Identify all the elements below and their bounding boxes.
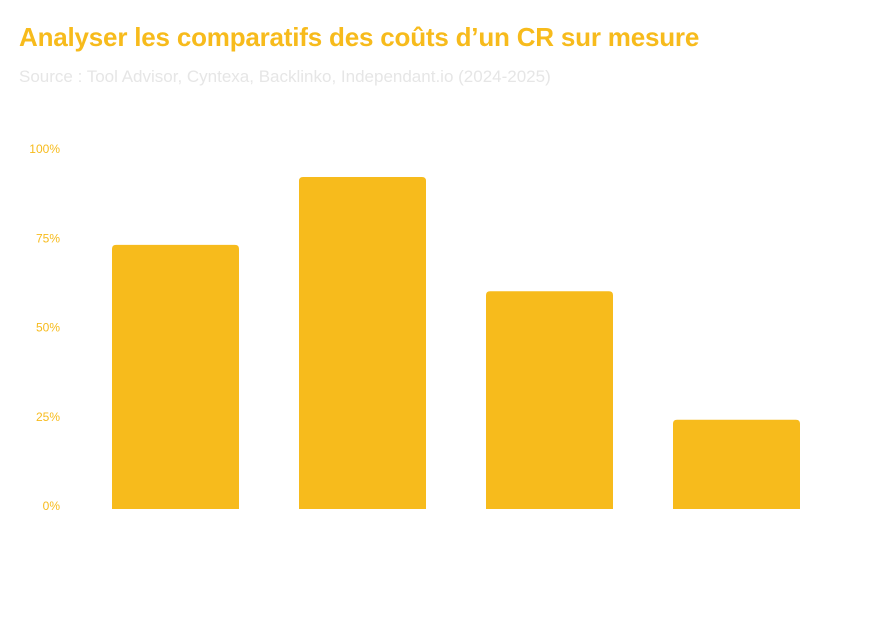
y-tick-label: 75% [36,231,60,245]
y-tick-label: 100% [29,142,60,156]
bar [486,291,613,509]
chart-subtitle: Source : Tool Advisor, Cyntexa, Backlink… [19,67,551,86]
bar [299,176,426,510]
chart-title: Analyser les comparatifs des coûts d’un … [19,22,700,52]
y-tick-label: 50% [36,321,60,335]
bars [112,176,800,510]
y-tick-label: 25% [36,410,60,424]
bar [112,244,239,509]
bar [673,419,800,509]
y-axis-ticks: 0% 25% 50% 75% 100% [29,142,60,513]
y-tick-label: 0% [43,499,61,513]
